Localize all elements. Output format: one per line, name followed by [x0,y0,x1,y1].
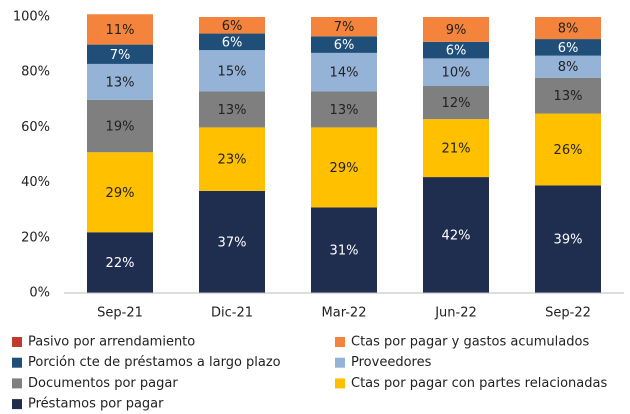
data-label: 6% [334,38,355,53]
data-label: 29% [330,161,359,176]
data-label: 13% [554,89,583,104]
data-label: 37% [218,235,247,250]
data-label: 42% [442,229,471,244]
data-label: 6% [446,44,467,59]
bar-segment [87,44,153,64]
bar-segment [535,55,601,78]
legend-swatch [335,357,345,368]
bar-segment [87,14,153,45]
data-label: 26% [554,143,583,158]
legend-label: Porción cte de préstamos a largo plazo [28,355,281,370]
data-label: 31% [330,244,359,259]
bar-segment [423,177,489,293]
data-label: 6% [558,41,579,56]
legend-swatch [335,337,345,347]
data-label: 19% [106,120,135,135]
bar-segment [535,113,601,186]
bar-segment [311,207,377,293]
legend-label: Documentos por pagar [28,376,178,391]
legend-label: Ctas por pagar con partes relacionadas [351,376,607,391]
data-label: 8% [558,22,579,37]
bar-segment [423,41,489,59]
bar-segment [87,152,153,233]
data-label: 39% [554,233,583,248]
bar-segment [535,17,601,40]
data-label: 12% [442,96,471,111]
bar-segment [423,58,489,86]
legend-swatch [12,357,22,368]
data-label: 13% [106,75,135,90]
bar-segment [311,52,377,92]
data-label: 13% [330,103,359,118]
data-label: 23% [218,153,247,168]
data-label: 15% [218,64,247,79]
data-label: 7% [110,48,131,63]
bar-segment [199,50,265,92]
data-label: 22% [106,256,135,271]
bar-segment [423,86,489,120]
y-tick-label: 40% [21,175,50,190]
bar-segment [311,17,377,37]
bar-segment [535,77,601,114]
bar-segment [199,190,265,293]
bar-segment [311,36,377,53]
bar-segment [423,17,489,42]
bar-segment [311,91,377,128]
bar-segment [199,127,265,191]
data-label: 21% [442,142,471,157]
bar-segment [199,33,265,51]
data-label: 6% [222,35,243,50]
bar-segment [535,185,601,293]
x-tick-label: Jun-22 [434,306,477,321]
legend-swatch [12,337,22,347]
legend-swatch [12,378,22,389]
y-tick-label: 100% [13,10,50,25]
y-tick-label: 20% [21,230,50,245]
legend-label: Proveedores [351,355,432,370]
x-tick-label: Dic-21 [211,306,253,321]
data-label: 7% [334,20,355,35]
y-tick-label: 80% [21,65,50,80]
legend-label: Pasivo por arrendamiento [28,335,195,350]
x-tick-label: Sep-21 [97,306,143,321]
data-label: 29% [106,186,135,201]
data-label: 10% [442,66,471,81]
x-tick-label: Sep-22 [545,306,591,321]
data-label: 13% [218,103,247,118]
bar-segment [535,39,601,56]
legend-label: Ctas por pagar y gastos acumulados [351,335,589,350]
y-tick-label: 0% [29,286,50,301]
bar-segment [87,232,153,293]
bar-segment [311,127,377,208]
legend-swatch [335,378,345,389]
data-label: 6% [222,19,243,34]
y-tick-label: 60% [21,120,50,135]
x-tick-label: Mar-22 [322,306,367,321]
bar-segment [199,17,265,34]
data-label: 9% [446,23,467,38]
legend-swatch [12,399,22,410]
bar-segment [423,119,489,178]
bar-segment [87,99,153,153]
data-label: 11% [106,23,135,38]
bar-segment [87,63,153,100]
data-label: 14% [330,66,359,81]
data-label: 8% [558,60,579,75]
bar-segment [199,91,265,128]
legend-label: Préstamos por pagar [28,397,164,412]
